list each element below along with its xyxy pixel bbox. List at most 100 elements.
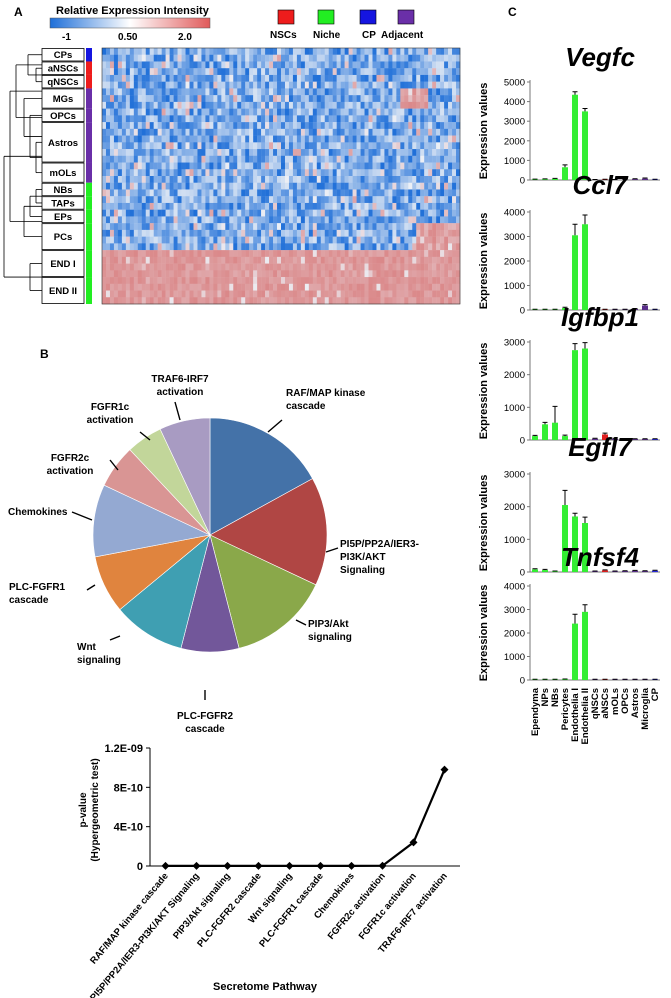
heatmap-cell	[105, 115, 111, 123]
heatmap-cell	[105, 122, 111, 130]
heatmap-cell	[308, 88, 314, 96]
heatmap-cell	[201, 196, 206, 204]
heatmap-cell	[273, 142, 278, 150]
heatmap-cell	[352, 54, 357, 62]
heatmap-cell	[137, 236, 142, 244]
heatmap-cell	[432, 128, 437, 136]
heatmap-cell	[102, 149, 107, 156]
heatmap-cell	[308, 128, 314, 136]
heatmap-cell	[428, 290, 433, 298]
heatmap-cell	[360, 95, 365, 103]
heatmap-cell	[304, 149, 310, 156]
heatmap-cell	[380, 256, 385, 264]
heatmap-cell	[261, 162, 266, 170]
heatmap-cell	[141, 48, 146, 55]
heatmap-cell	[292, 297, 298, 305]
heatmap-cell	[452, 169, 457, 177]
heatmap-cell	[193, 196, 198, 204]
heatmap-cell	[177, 68, 182, 76]
heatmap-cell	[328, 74, 333, 82]
heatmap-cell	[145, 128, 150, 136]
error-bar	[582, 107, 588, 112]
heatmap-cell	[249, 142, 254, 150]
heatmap-cell	[165, 216, 170, 224]
heatmap-cell	[364, 263, 369, 271]
heatmap-cell	[169, 135, 174, 143]
heatmap-cell	[229, 256, 234, 264]
heatmap-cell	[273, 297, 278, 305]
heatmap-cell	[277, 283, 282, 291]
heatmap-cell	[284, 142, 290, 150]
heatmap-cell	[384, 236, 389, 244]
heatmap-cell	[233, 128, 238, 136]
pie-label-traf6: TRAF6-IRF7	[151, 374, 209, 385]
heatmap-cell	[452, 142, 457, 150]
heatmap-cell	[372, 122, 377, 130]
heatmap-cell	[304, 243, 310, 251]
heatmap-cell	[137, 216, 142, 224]
heatmap-cell	[380, 108, 385, 116]
heatmap-cell	[277, 95, 282, 103]
heatmap-cell	[253, 128, 258, 136]
heatmap-cell	[201, 250, 206, 258]
heatmap-cell	[165, 297, 170, 305]
heatmap-cell	[404, 142, 409, 150]
heatmap-cell	[428, 216, 433, 224]
heatmap-cell	[109, 115, 115, 123]
heatmap-cell	[296, 223, 302, 231]
heatmap-cell	[308, 236, 314, 244]
heatmap-cell	[149, 216, 154, 224]
heatmap-cell	[177, 135, 182, 143]
heatmap-cell	[308, 270, 314, 278]
heatmap-cell	[249, 223, 254, 231]
heatmap-cell	[109, 250, 115, 258]
heatmap-cell	[149, 189, 154, 197]
heatmap-cell	[125, 122, 131, 130]
heatmap-cell	[336, 297, 341, 305]
heatmap-cell	[404, 95, 409, 103]
heatmap-cell	[420, 277, 425, 284]
heatmap-cell	[448, 95, 453, 103]
heatmap-cell	[384, 95, 389, 103]
heatmap-cell	[388, 88, 393, 96]
heatmap-cell	[372, 95, 377, 103]
heatmap-cell	[201, 236, 206, 244]
heatmap-cell	[173, 176, 178, 183]
heatmap-cell	[145, 176, 150, 183]
heatmap-cell	[432, 189, 437, 197]
heatmap-cell	[209, 162, 214, 170]
heatmap-cell	[165, 169, 170, 177]
heatmap-cell	[129, 176, 135, 183]
heatmap-cell	[105, 128, 111, 136]
heatmap-cell	[288, 182, 294, 190]
heatmap-cell	[356, 196, 361, 204]
heatmap-cell	[201, 169, 206, 177]
heatmap-cell	[396, 270, 401, 278]
pie-leader-plcr1	[86, 584, 96, 591]
heatmap-cell	[356, 88, 361, 96]
heatmap-cell	[105, 277, 111, 284]
heatmap-cell	[157, 189, 162, 197]
pie-label-fgfr1c: FGFR1c	[91, 402, 130, 413]
heatmap-cell	[205, 162, 210, 170]
row-label: aNSCs	[48, 64, 79, 75]
heatmap-cell	[384, 169, 389, 177]
heatmap-cell	[376, 135, 381, 143]
heatmap-cell	[117, 176, 123, 183]
heatmap-cell	[448, 88, 453, 96]
heatmap-cell	[153, 216, 158, 224]
heatmap-cell	[400, 122, 405, 130]
heatmap-cell	[125, 182, 131, 190]
heatmap-cell	[113, 243, 119, 251]
heatmap-cell	[145, 101, 150, 109]
heatmap-cell	[269, 209, 274, 217]
heatmap-cell	[181, 115, 186, 123]
heatmap-cell	[193, 54, 198, 62]
heatmap-cell	[392, 128, 397, 136]
bar	[542, 570, 548, 572]
heatmap-cell	[173, 209, 178, 217]
heatmap-cell	[316, 250, 321, 258]
heatmap-cell	[109, 297, 115, 305]
heatmap-cell	[102, 176, 107, 183]
heatmap-cell	[428, 155, 433, 163]
